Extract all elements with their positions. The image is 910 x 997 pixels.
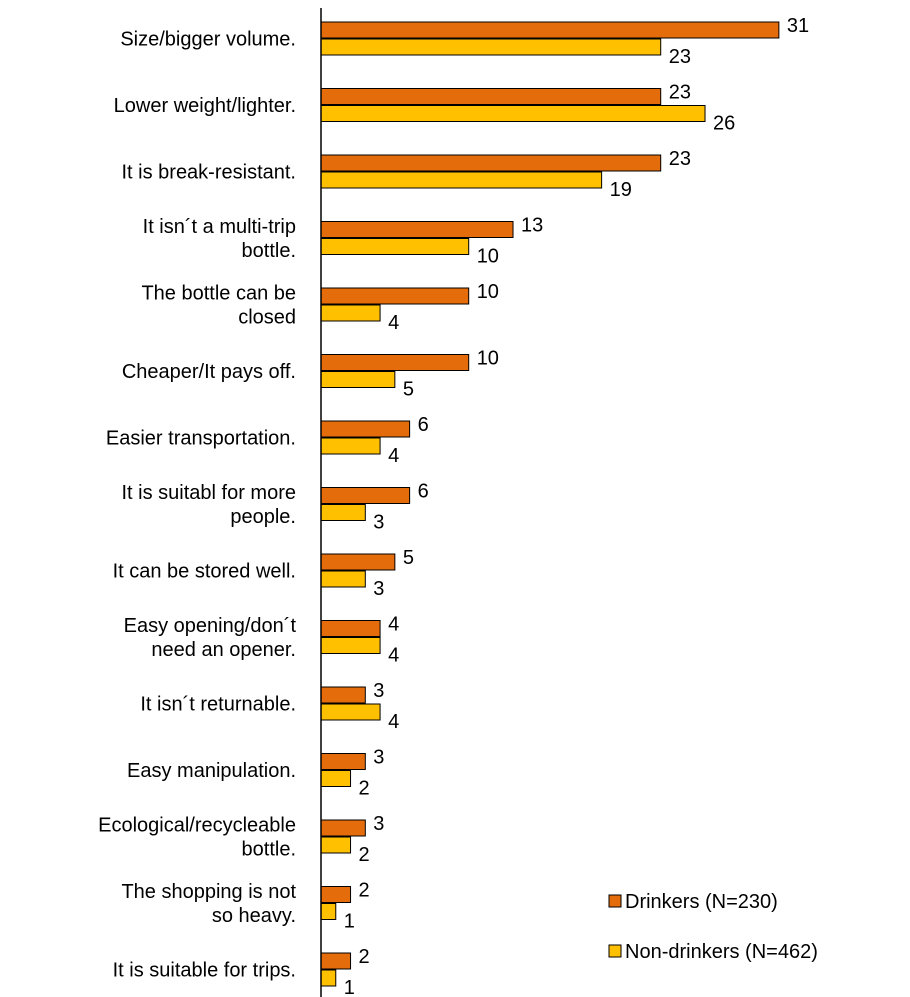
value-label-drinkers: 23	[669, 148, 691, 170]
category-label: Easy manipulation.	[127, 760, 296, 782]
bar-non-drinkers	[320, 637, 381, 654]
value-label-non-drinkers: 5	[403, 379, 414, 401]
bar-non-drinkers	[320, 570, 366, 588]
bar-non-drinkers	[320, 836, 352, 854]
category-label: It is suitable for trips.	[113, 960, 296, 982]
value-label-non-drinkers: 4	[388, 312, 399, 334]
bar-drinkers	[320, 686, 366, 704]
bar-drinkers	[320, 753, 366, 770]
value-label-non-drinkers: 23	[669, 46, 691, 68]
bar-non-drinkers	[320, 969, 337, 987]
category-label: It is break-resistant.	[121, 162, 296, 184]
bar-non-drinkers	[320, 38, 662, 56]
value-label-non-drinkers: 2	[359, 844, 370, 866]
value-label-drinkers: 23	[669, 82, 691, 104]
bar-drinkers	[320, 354, 470, 371]
bar-drinkers	[320, 620, 381, 637]
category-label: It isn´t a multi-trip bottle.	[143, 216, 296, 262]
bar-drinkers	[320, 886, 352, 903]
value-label-drinkers: 10	[477, 281, 499, 303]
legend-swatch-non-drinkers	[608, 944, 622, 958]
legend: Drinkers (N=230) Non-drinkers (N=462)	[608, 891, 818, 963]
bar-non-drinkers	[320, 371, 396, 388]
category-label: It isn´t returnable.	[140, 694, 296, 716]
value-label-drinkers: 31	[787, 15, 809, 37]
bar-drinkers	[320, 819, 366, 837]
category-label: Lower weight/lighter.	[114, 95, 296, 117]
bar-non-drinkers	[320, 437, 381, 455]
value-label-non-drinkers: 4	[388, 645, 399, 667]
category-label: Easy opening/don´t need an opener.	[124, 615, 297, 661]
value-label-non-drinkers: 10	[477, 246, 499, 268]
bar-drinkers	[320, 952, 352, 970]
bar-non-drinkers	[320, 105, 706, 122]
value-label-drinkers: 3	[373, 680, 384, 702]
value-label-drinkers: 5	[403, 547, 414, 569]
value-label-drinkers: 10	[477, 348, 499, 370]
value-label-non-drinkers: 4	[388, 445, 399, 467]
value-label-non-drinkers: 1	[344, 977, 355, 997]
category-label: The shopping is not so heavy.	[121, 881, 296, 927]
category-label: It can be stored well.	[113, 561, 296, 583]
category-labels-layer: Size/bigger volume. Lower weight/lighter.…	[98, 29, 296, 982]
value-label-drinkers: 3	[373, 813, 384, 835]
value-label-drinkers: 13	[521, 215, 543, 237]
value-label-non-drinkers: 3	[373, 512, 384, 534]
bar-non-drinkers	[320, 903, 337, 920]
category-label: Cheaper/It pays off.	[122, 361, 296, 383]
bar-drinkers	[320, 287, 470, 305]
category-label: Easier transportation.	[106, 428, 296, 450]
legend-label-non-drinkers: Non-drinkers (N=462)	[625, 941, 818, 963]
bar-non-drinkers	[320, 703, 381, 721]
category-label: Ecological/recycleable bottle.	[98, 815, 296, 861]
bar-non-drinkers	[320, 171, 603, 189]
bar-non-drinkers	[320, 504, 366, 521]
bar-non-drinkers	[320, 238, 470, 255]
category-label: Size/bigger volume.	[120, 29, 296, 51]
bar-drinkers	[320, 487, 411, 504]
value-label-non-drinkers: 4	[388, 711, 399, 733]
value-label-drinkers: 3	[373, 747, 384, 769]
bar-drinkers	[320, 154, 662, 172]
value-label-drinkers: 2	[359, 946, 370, 968]
value-label-non-drinkers: 26	[713, 113, 735, 135]
value-label-non-drinkers: 2	[359, 778, 370, 800]
bar-drinkers	[320, 420, 411, 438]
bar-non-drinkers	[320, 304, 381, 322]
bar-drinkers	[320, 553, 396, 571]
bar-drinkers	[320, 21, 780, 39]
value-label-drinkers: 4	[388, 614, 399, 636]
bar-drinkers	[320, 88, 662, 105]
value-label-non-drinkers: 3	[373, 578, 384, 600]
bar-drinkers	[320, 221, 514, 238]
value-label-non-drinkers: 1	[344, 911, 355, 933]
bar-non-drinkers	[320, 770, 352, 787]
legend-label-drinkers: Drinkers (N=230)	[625, 891, 778, 913]
value-label-drinkers: 6	[418, 481, 429, 503]
category-label: The bottle can be closed	[141, 283, 296, 329]
category-label: It is suitabl for more people.	[121, 482, 296, 528]
bars-layer	[320, 21, 780, 987]
value-label-non-drinkers: 19	[610, 179, 632, 201]
value-label-drinkers: 6	[418, 414, 429, 436]
legend-swatch-drinkers	[608, 894, 622, 908]
value-label-drinkers: 2	[359, 880, 370, 902]
